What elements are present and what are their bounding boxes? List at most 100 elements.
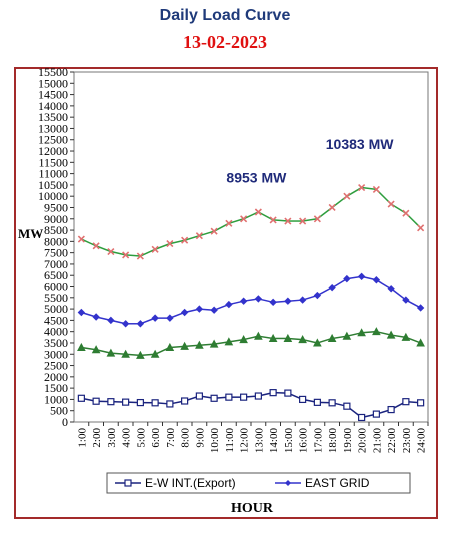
series-2-point bbox=[402, 209, 410, 217]
y-tick-label: 3500 bbox=[44, 336, 68, 350]
x-tick-label: 16:00 bbox=[298, 428, 310, 454]
y-tick-label: 1500 bbox=[44, 381, 68, 395]
series-3-point bbox=[313, 338, 322, 347]
x-tick-label: 23:00 bbox=[401, 428, 413, 454]
series-1-segment bbox=[317, 286, 333, 297]
y-tick-label: 6000 bbox=[44, 280, 68, 294]
series-0-point bbox=[313, 398, 321, 406]
series-1-point bbox=[77, 308, 86, 317]
y-tick-label: 8500 bbox=[44, 223, 68, 237]
legend-label: EAST GRID bbox=[305, 476, 370, 490]
series-0-point bbox=[210, 394, 218, 402]
x-tick-label: 18:00 bbox=[327, 428, 339, 454]
annotation-label: 8953 MW bbox=[226, 170, 287, 186]
x-tick-label: 8:00 bbox=[180, 428, 192, 448]
series-1-point bbox=[269, 298, 277, 307]
series-2-segment bbox=[140, 248, 156, 257]
series-2-point bbox=[107, 247, 115, 256]
series-3-point bbox=[342, 331, 352, 340]
x-tick-label: 4:00 bbox=[121, 428, 133, 448]
x-tick-label: 9:00 bbox=[194, 428, 206, 448]
legend-marker bbox=[124, 479, 132, 487]
series-2-point bbox=[195, 232, 203, 240]
series-1-point bbox=[195, 305, 204, 313]
y-tick-label: 7500 bbox=[44, 246, 68, 260]
series-1-point bbox=[254, 295, 263, 303]
x-tick-label: 15:00 bbox=[283, 428, 295, 454]
series-1-point bbox=[180, 308, 189, 317]
series-1-segment bbox=[331, 277, 348, 289]
x-tick-label: 21:00 bbox=[371, 428, 383, 454]
series-0-point bbox=[387, 405, 395, 414]
series-2-point bbox=[181, 236, 189, 244]
y-tick-label: 10000 bbox=[38, 189, 68, 203]
series-2-point bbox=[136, 252, 144, 260]
y-tick-label: 12500 bbox=[38, 133, 68, 147]
series-3-point bbox=[239, 335, 248, 344]
series-1-segment bbox=[405, 299, 421, 309]
series-0-point bbox=[77, 394, 85, 402]
series-2-point bbox=[328, 203, 336, 212]
series-3-point bbox=[180, 341, 189, 350]
y-tick-label: 11000 bbox=[38, 167, 68, 181]
series-2-point bbox=[210, 227, 218, 235]
series-0-point bbox=[343, 402, 351, 410]
series-2-point bbox=[313, 215, 321, 223]
series-2-point bbox=[166, 240, 174, 248]
y-tick-label: 10500 bbox=[38, 178, 68, 192]
series-2-point bbox=[343, 192, 351, 200]
series-2-point bbox=[77, 235, 85, 243]
x-tick-label: 22:00 bbox=[386, 428, 398, 454]
series-3-point bbox=[106, 348, 116, 357]
series-1-segment bbox=[375, 279, 392, 290]
y-tick-label: 4000 bbox=[44, 325, 68, 339]
y-tick-label: 15000 bbox=[38, 76, 68, 90]
series-1-segment bbox=[390, 288, 407, 301]
y-tick-label: 12000 bbox=[38, 144, 68, 158]
series-1-point bbox=[92, 313, 100, 321]
series-0-point bbox=[92, 397, 100, 405]
y-tick-label: 4500 bbox=[44, 313, 68, 327]
y-tick-label: 14000 bbox=[38, 99, 68, 113]
series-2-segment bbox=[213, 222, 230, 232]
y-tick-label: 2000 bbox=[44, 370, 68, 384]
y-tick-label: 9500 bbox=[44, 200, 68, 214]
y-tick-label: 11500 bbox=[38, 155, 68, 169]
series-3-point bbox=[298, 335, 307, 344]
series-2-segment bbox=[302, 218, 318, 222]
series-2-point bbox=[240, 215, 248, 223]
series-3-point bbox=[150, 349, 160, 358]
series-0-point bbox=[417, 399, 425, 407]
chart-title: Daily Load Curve bbox=[159, 7, 291, 24]
series-2-segment bbox=[95, 245, 112, 253]
x-tick-label: 6:00 bbox=[150, 428, 162, 448]
y-tick-label: 15500 bbox=[38, 65, 68, 79]
y-tick-label: 5500 bbox=[44, 291, 68, 305]
x-tick-label: 13:00 bbox=[253, 428, 265, 454]
series-0-point bbox=[358, 413, 366, 422]
series-0-point bbox=[240, 393, 248, 401]
x-tick-label: 17:00 bbox=[312, 428, 324, 454]
series-0-point bbox=[269, 389, 277, 397]
series-0-point bbox=[372, 410, 380, 418]
series-2-point bbox=[417, 224, 425, 232]
series-3-point bbox=[254, 331, 263, 340]
series-1-point bbox=[107, 316, 115, 325]
x-tick-label: 11:00 bbox=[224, 428, 236, 453]
series-1-point bbox=[136, 320, 145, 328]
legend-marker bbox=[285, 480, 291, 486]
x-tick-label: 7:00 bbox=[165, 428, 177, 448]
series-0-point bbox=[181, 397, 189, 405]
legend-label: E-W INT.(Export) bbox=[145, 476, 236, 490]
y-tick-label: 8000 bbox=[44, 234, 68, 248]
series-2-point bbox=[122, 251, 130, 259]
series-1-point bbox=[387, 285, 395, 293]
x-tick-label: 10:00 bbox=[209, 428, 221, 454]
series-2-segment bbox=[273, 219, 288, 222]
series-1-point bbox=[402, 296, 410, 304]
series-2-point bbox=[372, 185, 380, 193]
series-2-point bbox=[151, 245, 159, 253]
series-3-point bbox=[268, 333, 278, 342]
series-2-point bbox=[225, 219, 233, 227]
series-3-point bbox=[401, 332, 411, 341]
